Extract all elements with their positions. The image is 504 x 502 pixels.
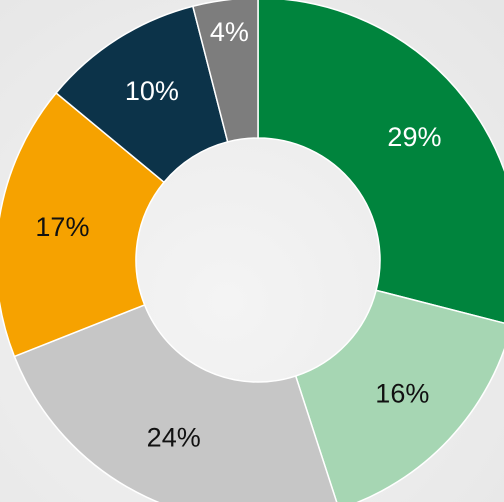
data-label: 4% xyxy=(210,17,249,47)
data-label: 16% xyxy=(375,379,429,409)
data-label: 10% xyxy=(125,76,179,106)
data-label: 24% xyxy=(147,422,201,452)
donut-segment xyxy=(13,303,338,502)
donut-segment xyxy=(257,0,504,324)
donut-segment xyxy=(294,289,504,502)
data-label: 29% xyxy=(387,122,441,152)
donut-segment xyxy=(191,0,259,143)
donut-segment xyxy=(0,91,166,358)
data-label: 17% xyxy=(35,212,89,242)
